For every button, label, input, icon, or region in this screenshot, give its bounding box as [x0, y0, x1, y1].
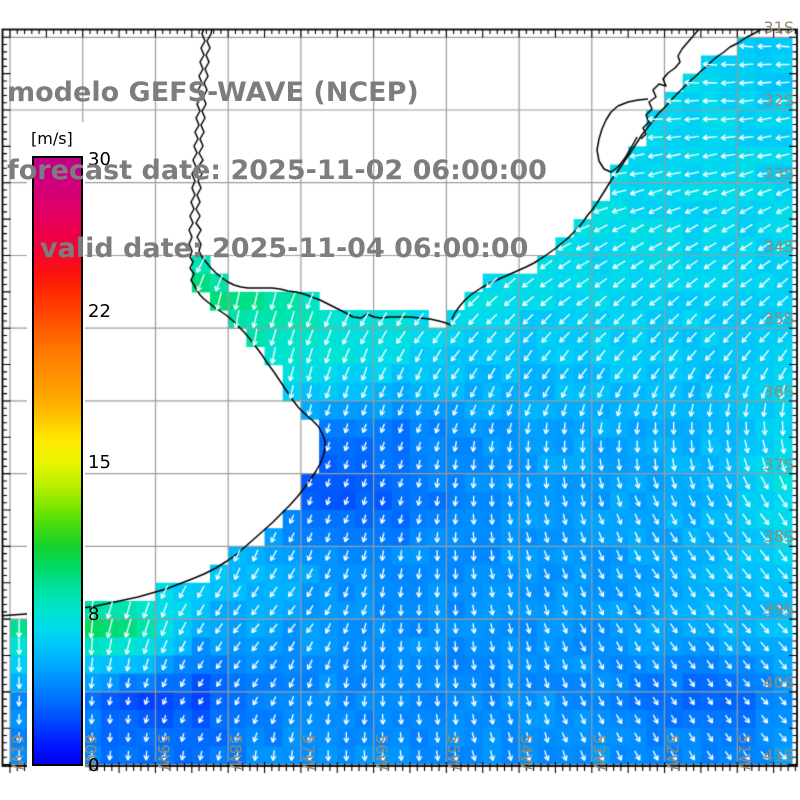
- lon-label: 56W: [371, 734, 391, 771]
- lat-label: 39S: [763, 600, 794, 620]
- lat-label: 38S: [763, 527, 794, 547]
- colorbar-tick-label: 22: [88, 300, 111, 322]
- lon-label: 61W: [8, 734, 27, 771]
- lon-label: 58W: [226, 734, 246, 771]
- lat-label: 36S: [763, 381, 794, 401]
- lat-label: 32S: [763, 91, 794, 110]
- lon-label: 53W: [589, 734, 609, 771]
- colorbar-tick-label: 15: [88, 452, 111, 473]
- title-block: modelo GEFS-WAVE (NCEP) forecast date: 2…: [7, 28, 547, 314]
- colorbar-unit-label: [m/s]: [31, 129, 73, 148]
- colorbar-gradient: [32, 156, 83, 766]
- model-title: modelo GEFS-WAVE (NCEP): [7, 77, 419, 108]
- lat-label: 40S: [763, 672, 794, 692]
- colorbar-tick-label: 0: [88, 755, 100, 776]
- colorbar-tick-label: 30: [88, 149, 111, 170]
- lat-label: 33S: [763, 163, 794, 183]
- lat-label: 37S: [763, 454, 794, 474]
- valid-date-line: valid date: 2025-11-04 06:00:00: [40, 233, 529, 264]
- lat-label: 31S: [763, 18, 794, 38]
- lat-label: 34S: [763, 236, 794, 256]
- forecast-date-line: forecast date: 2025-11-02 06:00:00: [7, 155, 547, 186]
- lon-label: 55W: [444, 734, 464, 771]
- lon-label: 54W: [517, 734, 537, 771]
- colorbar-tick-label: 8: [88, 603, 100, 625]
- lon-label: 57W: [298, 734, 318, 771]
- lat-label: 41S: [763, 745, 794, 765]
- lon-label: 59W: [153, 734, 173, 771]
- lat-label: 35S: [763, 309, 794, 329]
- lon-label: 52W: [662, 734, 682, 771]
